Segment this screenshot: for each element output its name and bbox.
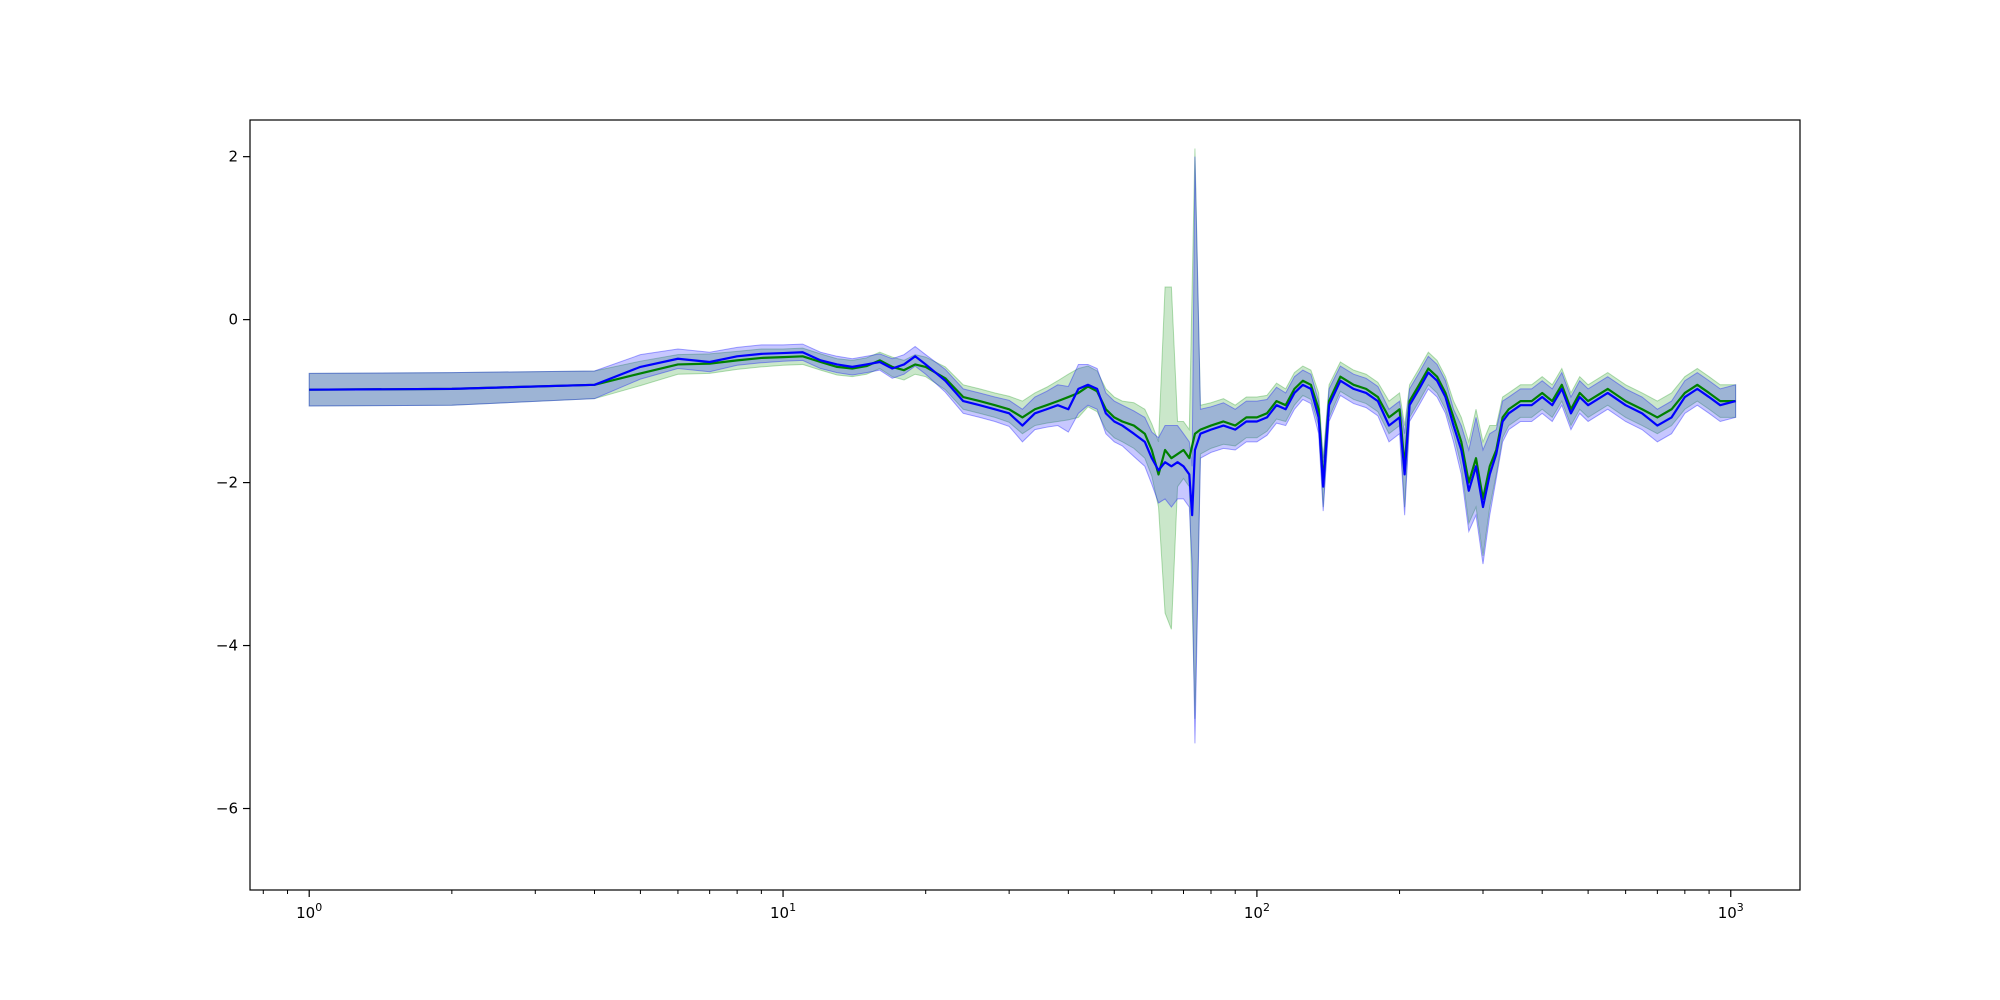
confidence-bands bbox=[308, 148, 1737, 744]
y-tick-label: −6 bbox=[216, 800, 238, 818]
y-tick-label: −4 bbox=[216, 637, 238, 655]
axes-frame bbox=[249, 119, 1801, 891]
series-1-band bbox=[308, 148, 1737, 719]
x-axis: 100 101 102 103 bbox=[262, 890, 1744, 922]
series-lines bbox=[309, 351, 1736, 517]
series-2-line bbox=[309, 351, 1736, 517]
series-1-line bbox=[309, 355, 1736, 500]
x-tick-label: 100 bbox=[296, 901, 322, 922]
x-tick-label: 103 bbox=[1718, 901, 1744, 922]
y-axis: 2 0 −2 −4 −6 bbox=[216, 148, 250, 818]
y-tick-label: 2 bbox=[228, 148, 238, 166]
plot-area bbox=[308, 148, 1737, 744]
x-tick-label: 101 bbox=[770, 901, 796, 922]
x-tick-label: 102 bbox=[1244, 901, 1270, 922]
series-2-band bbox=[308, 156, 1737, 744]
y-tick-label: −2 bbox=[216, 474, 238, 492]
y-tick-label: 0 bbox=[228, 311, 238, 329]
